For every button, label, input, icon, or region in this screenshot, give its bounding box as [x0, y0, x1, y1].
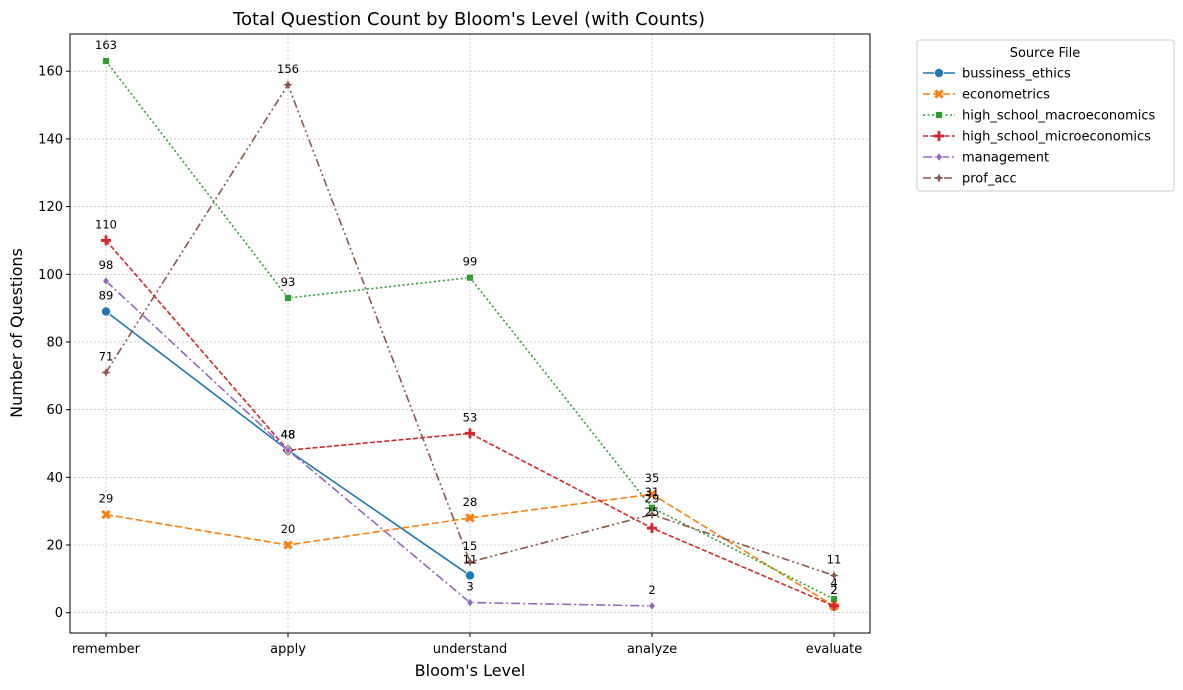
data-point-high-school-microeconomics-understand: [465, 428, 475, 439]
y-tick-label: 0: [55, 606, 63, 621]
legend-item-high-school-microeconomics: high_school_microeconomics: [923, 130, 1151, 145]
data-label-high-school-macroeconomics-remember: 163: [95, 38, 117, 52]
x-tick-label-analyze: analyze: [627, 642, 677, 657]
legend-marker-high-school-microeconomics: [934, 131, 944, 141]
axis-ticks: 0 20 40 60 80 100 120 140 160 remember apply unders…: [38, 65, 862, 657]
data-label-bussiness-ethics-remember: 89: [99, 289, 114, 303]
legend-item-econometrics: econometrics: [923, 88, 1050, 103]
legend-label-high-school-microeconomics: high_school_microeconomics: [962, 130, 1151, 145]
legend-marker-high-school-macroeconomics: [935, 111, 943, 119]
data-label-management-analyze: 2: [648, 583, 655, 597]
legend-item-high-school-macroeconomics: high_school_macroeconomics: [923, 109, 1156, 124]
data-label-high-school-macroeconomics-understand: 99: [463, 255, 478, 269]
series-line-management: [105, 280, 653, 607]
legend-item-management: management: [923, 151, 1049, 166]
data-point-management-remember: [102, 276, 110, 286]
data-point-econometrics-understand: [465, 513, 475, 523]
data-point-high-school-macroeconomics-apply: [284, 294, 292, 302]
data-label-high-school-macroeconomics-analyze: 31: [645, 485, 660, 499]
data-point-management-apply: [284, 445, 292, 456]
legend-label-econometrics: econometrics: [962, 88, 1050, 103]
data-point-prof-acc-analyze: [647, 509, 657, 520]
x-tick-label-remember: remember: [72, 642, 141, 657]
data-label-prof-acc-remember: 71: [99, 349, 114, 363]
legend-title: Source File: [1010, 46, 1081, 61]
data-point-high-school-microeconomics-analyze: [647, 523, 657, 534]
data-label-high-school-macroeconomics-evaluate: 4: [830, 576, 837, 590]
data-point-bussiness-ethics-understand: [464, 570, 475, 581]
legend-marker-econometrics: [934, 89, 944, 99]
legend-label-high-school-macroeconomics: high_school_macroeconomics: [962, 109, 1156, 124]
data-label-high-school-microeconomics-analyze: 25: [645, 505, 660, 519]
data-point-high-school-macroeconomics-remember: [102, 57, 110, 65]
y-tick-label: 100: [38, 268, 63, 283]
y-axis-title: Number of Questions: [7, 248, 26, 418]
data-label-econometrics-evaluate: 2: [830, 583, 837, 597]
chart-title: Total Question Count by Bloom's Level (w…: [232, 9, 705, 30]
data-label-bussiness-ethics-understand: 11: [463, 552, 478, 566]
data-point-prof-acc-remember: [101, 367, 111, 378]
series-line-high-school-microeconomics: [105, 239, 835, 607]
legend-frame: [916, 39, 1175, 192]
data-point-high-school-microeconomics-remember: [101, 235, 111, 246]
legend-label-bussiness-ethics: bussiness_ethics: [962, 67, 1071, 82]
legend-marker-bussiness-ethics: [934, 68, 945, 79]
data-label-high-school-macroeconomics-apply: 93: [281, 275, 296, 289]
legend-item-prof-acc: prof_acc: [923, 172, 1017, 187]
data-label-prof-acc-analyze: 29: [645, 492, 660, 506]
data-label-high-school-microeconomics-remember: 110: [95, 217, 117, 231]
data-point-high-school-microeconomics-evaluate: [829, 600, 839, 611]
series-layer: [101, 57, 839, 611]
y-tick-label: 20: [46, 539, 63, 554]
x-tick-label-understand: understand: [433, 642, 507, 657]
data-label-high-school-microeconomics-understand: 53: [463, 410, 478, 424]
data-label-econometrics-remember: 29: [99, 492, 114, 506]
y-tick-label: 160: [38, 65, 63, 80]
data-label-high-school-microeconomics-apply: 48: [281, 427, 296, 441]
legend-label-prof-acc: prof_acc: [962, 172, 1017, 187]
x-axis-title: Bloom's Level: [415, 661, 526, 680]
y-tick-label: 80: [46, 335, 63, 350]
x-tick-label-evaluate: evaluate: [806, 642, 863, 657]
data-point-econometrics-remember: [101, 509, 111, 520]
data-label-management-apply: 48: [281, 427, 296, 441]
series-prof-acc: [101, 80, 839, 581]
data-point-prof-acc-evaluate: [829, 570, 839, 581]
data-point-high-school-macroeconomics-understand: [466, 273, 474, 282]
y-tick-label: 140: [38, 132, 63, 147]
series-management: [102, 276, 656, 611]
data-label-econometrics-understand: 28: [463, 495, 478, 509]
data-point-bussiness-ethics-remember: [101, 306, 112, 317]
data-point-prof-acc-apply: [283, 80, 293, 90]
legend-marker-prof-acc: [934, 173, 944, 183]
data-point-management-analyze: [648, 601, 656, 611]
x-tick-label-apply: apply: [270, 642, 306, 657]
legend: Source File bussiness_ethics econometrics…: [916, 39, 1175, 192]
data-point-econometrics-apply: [283, 540, 293, 550]
legend-label-management: management: [962, 151, 1049, 166]
data-label-econometrics-analyze: 35: [645, 471, 660, 485]
grid: [70, 34, 870, 633]
data-label-high-school-microeconomics-evaluate: 2: [830, 583, 837, 597]
y-tick-label: 40: [46, 471, 63, 486]
legend-items: bussiness_ethics econometrics high_school_…: [923, 67, 1156, 187]
data-label-prof-acc-apply: 156: [277, 62, 299, 76]
data-labels: 8948112920283521639399314110485325298483…: [95, 38, 841, 597]
y-tick-label: 120: [38, 200, 63, 215]
data-label-management-understand: 3: [466, 580, 473, 594]
series-high-school-macroeconomics: [102, 57, 838, 603]
data-label-econometrics-apply: 20: [281, 522, 296, 536]
data-label-prof-acc-evaluate: 11: [827, 552, 842, 566]
data-point-management-understand: [466, 597, 474, 608]
series-line-econometrics: [105, 493, 835, 607]
legend-marker-management: [935, 152, 943, 162]
y-tick-label: 60: [46, 403, 63, 418]
data-label-management-remember: 98: [99, 258, 114, 272]
data-label-prof-acc-understand: 15: [463, 539, 478, 553]
data-point-prof-acc-understand: [465, 557, 475, 567]
data-point-econometrics-analyze: [647, 489, 657, 499]
data-label-bussiness-ethics-apply: 48: [281, 427, 296, 441]
legend-item-bussiness-ethics: bussiness_ethics: [923, 67, 1071, 82]
